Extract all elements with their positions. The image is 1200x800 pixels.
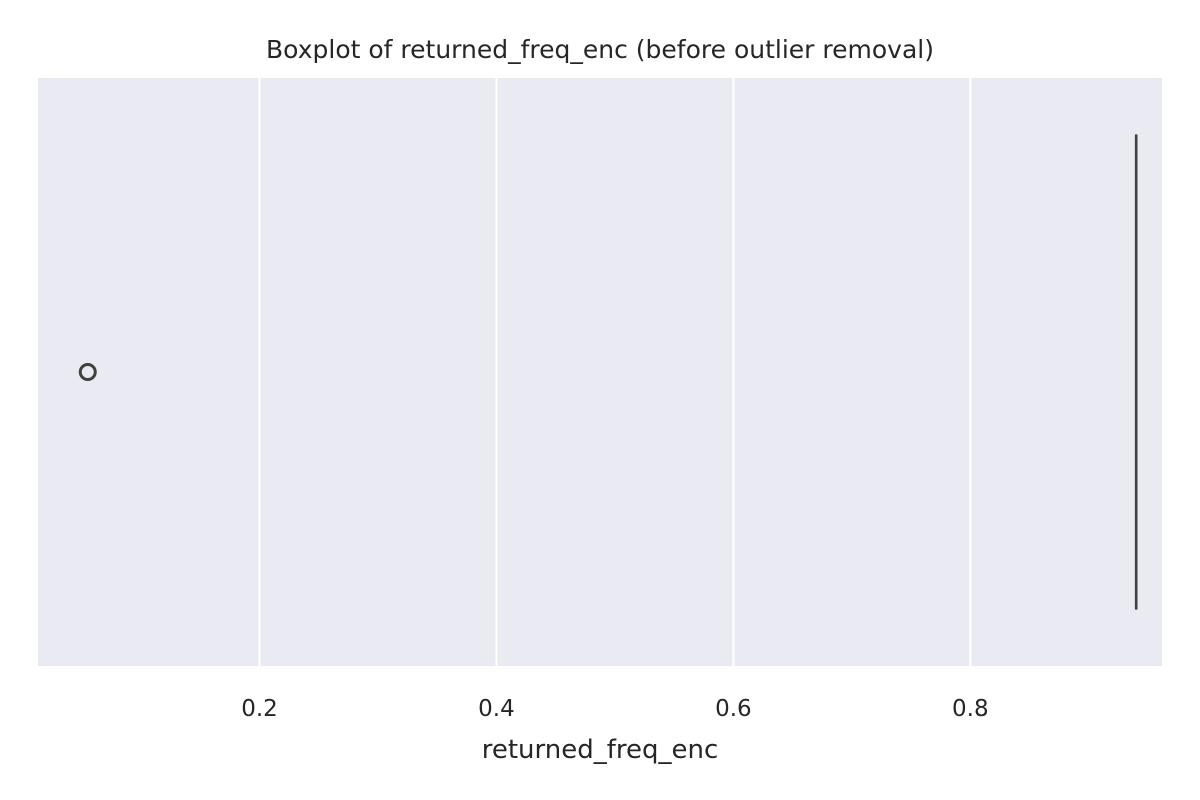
x-tick-label: 0.8 <box>952 696 989 722</box>
outlier-point <box>78 363 97 381</box>
x-axis-label: returned_freq_enc <box>482 735 719 765</box>
grid-lines <box>258 78 972 666</box>
x-tick-label: 0.4 <box>478 696 515 722</box>
box-marks <box>78 134 1138 610</box>
x-tick-label: 0.2 <box>241 696 278 722</box>
plot-area <box>38 78 1162 666</box>
chart-title: Boxplot of returned_freq_enc (before out… <box>266 35 934 64</box>
x-tick-labels: 0.2 0.4 0.6 0.8 <box>241 696 988 722</box>
x-tick-label: 0.6 <box>715 696 752 722</box>
